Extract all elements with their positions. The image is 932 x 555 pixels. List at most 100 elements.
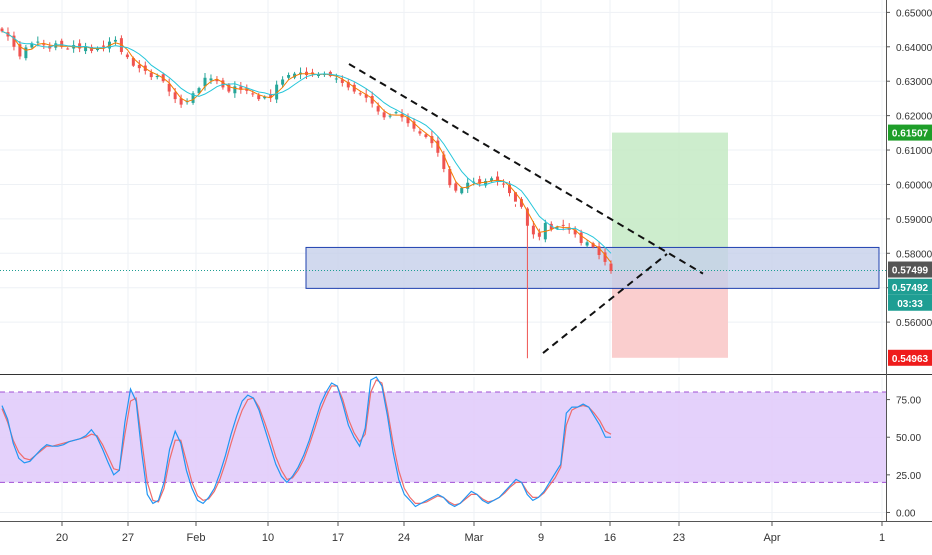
stochastic-band [0,392,886,483]
price-tick-label: 0.64000 [896,43,932,54]
candle-body [125,54,129,58]
candle-body [287,75,291,78]
candle-body [424,134,428,137]
stochastic-d-line [1,379,612,506]
candle-body [597,246,601,255]
candle-body [573,229,577,235]
candle-body [394,112,398,114]
candle-body [579,232,583,243]
candle-body [102,45,105,47]
time-tick-label: 16 [604,532,616,544]
current-price-tag-label: 0.57499 [892,266,929,277]
candle-body [36,41,40,43]
candle-body [591,243,595,248]
time-tick-label: 23 [673,532,685,544]
overlay-back [0,132,886,358]
stochastic-pane [0,376,886,508]
candle-body [78,43,82,49]
candle-body [227,84,231,92]
time-tick-label: 17 [332,532,344,544]
stochastic-axis[interactable]: 75.00 50.00 25.00 0.00 [886,396,921,520]
stochastic-tick-label: 75.00 [896,396,921,407]
chart-frame [0,0,932,522]
candle-body [257,95,261,100]
stochastic-tick-label: 50.00 [896,433,921,444]
candle-body [436,140,440,153]
target-price-tag: 0.61507 [888,124,932,141]
candle-body [269,94,273,98]
time-tick-label: Mar [465,532,484,544]
upper-trendline[interactable] [348,63,704,275]
candle-body [376,106,380,112]
candle-body [430,136,434,144]
candle-body [496,176,500,182]
price-tick-label: 0.65000 [896,8,932,19]
candle-body [167,83,171,92]
candle-body [179,98,183,105]
candle-body [281,79,285,85]
candle-body [442,154,446,169]
support-resistance-zone[interactable] [305,246,880,289]
current-price-tag: 0.57499 [888,261,932,278]
time-tick-label: 24 [398,532,410,544]
entry-price-tag-label: 0.57492 [892,283,929,294]
stochastic-tick-label: 0.00 [896,508,916,519]
candle-body [84,46,88,52]
price-tick-label: 0.56000 [896,318,932,329]
candle-body [388,115,392,117]
candle-body [561,224,565,226]
trendlines [348,63,704,354]
candle-body [358,93,362,95]
candle-series [0,27,613,359]
candle-body [460,187,464,194]
time-tick-label: 27 [122,532,134,544]
candle-body [113,39,117,42]
candle-body [233,86,237,94]
candle-body [0,28,4,32]
candle-body [454,183,458,191]
stop-price-tag: 0.54963 [888,349,932,366]
price-tick-label: 0.61000 [896,146,932,157]
candle-body [519,199,523,207]
candle-body [448,168,452,186]
candle-body [30,43,34,48]
candle-body [60,40,64,47]
candle-body [364,94,368,98]
candle-body [149,72,153,78]
candle-body [310,72,314,74]
candle-body [251,93,255,95]
candle-body [412,121,416,129]
candle-body [191,93,195,103]
candle-body [173,92,177,100]
price-tick-label: 0.60000 [896,180,932,191]
candle-body [209,78,213,81]
stochastic-tick-label: 25.00 [896,471,921,482]
candle-body [508,184,511,194]
time-tick-label: Feb [187,532,206,544]
candle-body [275,84,279,100]
candle-body [418,131,422,134]
time-tick-label: 9 [538,532,544,544]
time-axis[interactable]: 20 27 Feb 10 17 24 Mar 9 16 23 Apr 1 [56,522,885,544]
candle-body [96,48,100,51]
countdown-tag-bg [888,294,932,311]
entry-price-tag-bg [888,278,932,295]
candle-body [370,96,374,104]
target-price-tag-bg [888,124,932,141]
candle-body [466,182,470,189]
price-tick-label: 0.59000 [896,215,932,226]
candle-body [585,242,589,246]
candle-body [478,179,482,184]
lower-trendline[interactable] [542,253,668,354]
countdown-tag-label: 03:33 [897,299,923,310]
countdown-tag: 03:33 [888,294,932,311]
candle-body [18,44,22,57]
time-tick-label: Apr [763,532,780,544]
price-tick-label: 0.63000 [896,77,932,88]
price-tick-label: 0.62000 [896,112,932,123]
moving-average-fast [1,30,612,263]
moving-average-slow [1,30,612,254]
candle-body [263,96,267,99]
